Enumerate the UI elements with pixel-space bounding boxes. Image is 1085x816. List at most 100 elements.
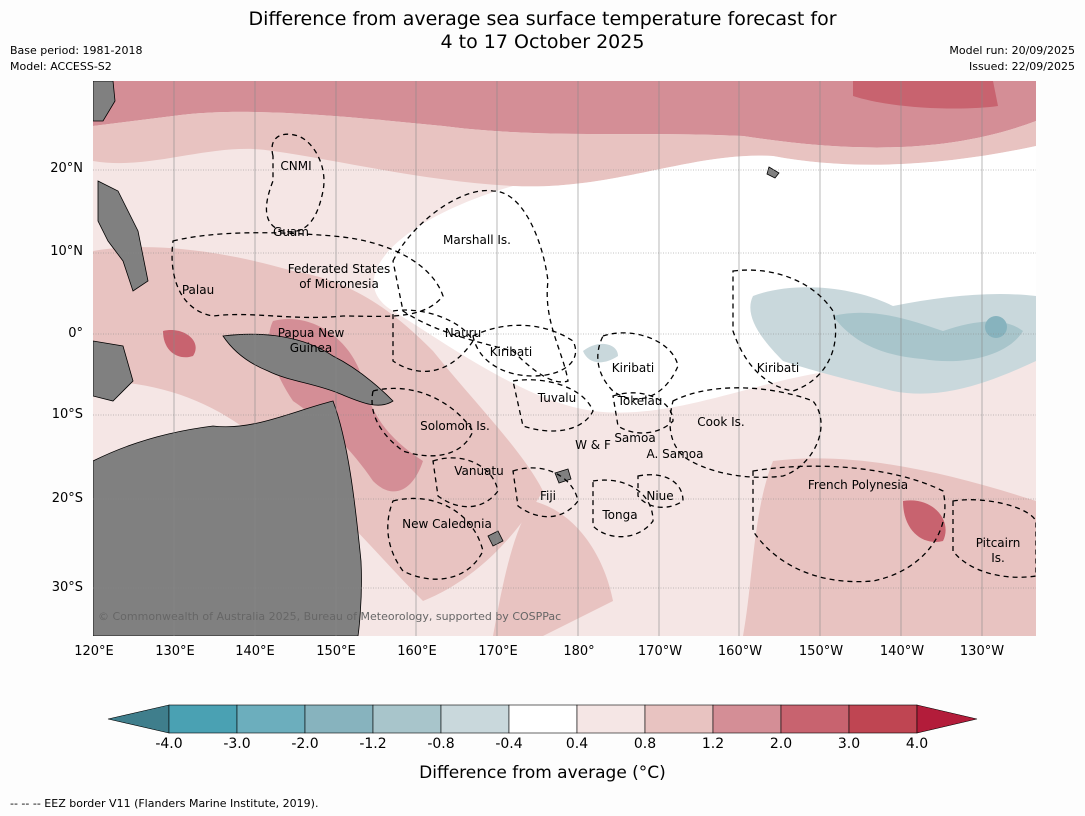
eez-tonga — [592, 479, 654, 538]
eez-marshall — [392, 189, 569, 383]
country-labels: CNMI Guam Marshall Is. Federated States … — [182, 159, 1020, 565]
label-tokelau: Tokelau — [617, 394, 663, 408]
eez-tuvalu — [512, 379, 594, 432]
philippines-landmass — [97, 180, 149, 292]
north-mild-warm-band — [93, 111, 1036, 187]
eez-fsm — [171, 232, 444, 319]
colorbar-swatch — [780, 704, 850, 734]
colorbar-swatch — [236, 704, 306, 734]
new-guinea-landmass — [222, 333, 394, 406]
colorbar-tick: 3.0 — [837, 736, 861, 752]
colorbar-tick: 0.4 — [565, 736, 589, 752]
label-tuvalu: Tuvalu — [537, 391, 577, 405]
north-warm-band — [93, 81, 1036, 148]
new-caledonia-landmass — [487, 530, 504, 547]
label-french-polynesia: French Polynesia — [808, 478, 908, 492]
label-pitcairn-line2: Is. — [991, 551, 1005, 565]
label-wallis-futuna: W & F — [575, 438, 611, 452]
png-strong-patch — [163, 330, 196, 358]
map-copyright: © Commonwealth of Australia 2025, Bureau… — [98, 610, 561, 623]
meridian-gridlines — [173, 81, 983, 636]
eez-cook — [669, 387, 822, 478]
label-kiribati-central: Kiribati — [612, 361, 654, 375]
colorbar-swatch — [644, 704, 714, 734]
lon-label-160w: 160°W — [717, 644, 763, 659]
label-kiribati-east: Kiribati — [757, 361, 799, 375]
label-png-line2: Guinea — [290, 341, 333, 355]
label-fsm-line1: Federated States — [288, 262, 390, 276]
fiji-landmass — [554, 468, 572, 484]
lat-label-20n: 20°N — [50, 161, 83, 176]
eez-niue — [637, 474, 684, 508]
label-cnmi: CNMI — [280, 159, 311, 173]
colorbar-swatch — [712, 704, 782, 734]
label-new-caledonia: New Caledonia — [402, 517, 492, 531]
lat-label-30s: 30°S — [51, 580, 83, 595]
colorbar-title: Difference from average (°C) — [419, 763, 666, 783]
eez-nauru — [392, 309, 474, 373]
lat-label-20s: 20°S — [51, 491, 83, 506]
lon-label-160e: 160°E — [397, 644, 437, 659]
colorbar-tick: -2.0 — [291, 736, 319, 752]
sst-anomaly-map: CNMI Guam Marshall Is. Federated States … — [93, 81, 1036, 636]
eez-new-caledonia — [387, 497, 484, 580]
cool-patch-west — [583, 343, 618, 363]
colorbar-tick: 2.0 — [769, 736, 793, 752]
colorbar-tick: -0.8 — [427, 736, 455, 752]
colorbar — [107, 704, 978, 734]
label-nauru: Nauru — [445, 326, 481, 340]
colorbar-tick: -4.0 — [155, 736, 183, 752]
indonesia-landmass — [93, 340, 134, 402]
colorbar-swatch — [372, 704, 442, 734]
lon-label-120e: 120°E — [74, 644, 114, 659]
colorbar-extend-low — [107, 704, 170, 734]
eez-kiribati-west — [472, 324, 577, 377]
lon-label-180: 180° — [563, 644, 595, 659]
colorbar-tick: -0.4 — [495, 736, 523, 752]
base-period: Base period: 1981-2018 — [10, 44, 143, 57]
parallel-gridlines — [93, 169, 1036, 589]
cool-anomaly-center — [985, 316, 1007, 338]
colorbar-tick: 0.8 — [633, 736, 657, 752]
lon-label-140e: 140°E — [235, 644, 275, 659]
eez-solomon — [371, 387, 474, 457]
eez-french-polynesia — [752, 465, 946, 583]
model-run: Model run: 20/09/2025 — [949, 44, 1075, 57]
label-american-samoa: A. Samoa — [647, 447, 704, 461]
lon-label-140w: 140°W — [879, 644, 925, 659]
issued-date: Issued: 22/09/2025 — [968, 60, 1075, 73]
colorbar-swatch — [304, 704, 374, 734]
label-png-line1: Papua New — [278, 326, 345, 340]
north-strong-warm-patch — [853, 81, 998, 109]
label-fiji: Fiji — [540, 489, 556, 503]
label-kiribati-west: Kiribati — [490, 345, 532, 359]
lat-label-equator: 0° — [68, 326, 83, 341]
label-cook: Cook Is. — [697, 415, 744, 429]
australia-landmass — [93, 400, 362, 636]
colorbar-swatch — [576, 704, 646, 734]
map-title-line2: 4 to 17 October 2025 — [440, 31, 645, 53]
label-fsm-line2: of Micronesia — [299, 277, 379, 291]
eez-legend-note: -- -- -- EEZ border V11 (Flanders Marine… — [10, 797, 319, 810]
colorbar-swatch — [168, 704, 238, 734]
label-samoa: Samoa — [614, 431, 655, 445]
pitcairn-warm-patch — [903, 500, 946, 542]
eez-borders — [171, 133, 1036, 583]
map-title-line1: Difference from average sea surface temp… — [248, 8, 837, 30]
colorbar-swatch — [440, 704, 510, 734]
colorbar-tick: 4.0 — [905, 736, 929, 752]
label-vanuatu: Vanuatu — [454, 464, 504, 478]
lon-label-170w: 170°W — [637, 644, 683, 659]
lon-label-150e: 150°E — [316, 644, 356, 659]
colorbar-extend-high — [916, 704, 978, 734]
eez-kiribati-east — [732, 269, 837, 392]
label-tonga: Tonga — [601, 508, 637, 522]
cool-anomaly-core — [833, 312, 1023, 362]
lon-label-170e: 170°E — [478, 644, 518, 659]
lon-label-130e: 130°E — [155, 644, 195, 659]
lat-label-10s: 10°S — [51, 407, 83, 422]
asia-landmass-north — [93, 81, 116, 122]
eez-cnmi — [265, 133, 325, 233]
colorbar-tick: -3.0 — [223, 736, 251, 752]
label-palau: Palau — [182, 283, 214, 297]
